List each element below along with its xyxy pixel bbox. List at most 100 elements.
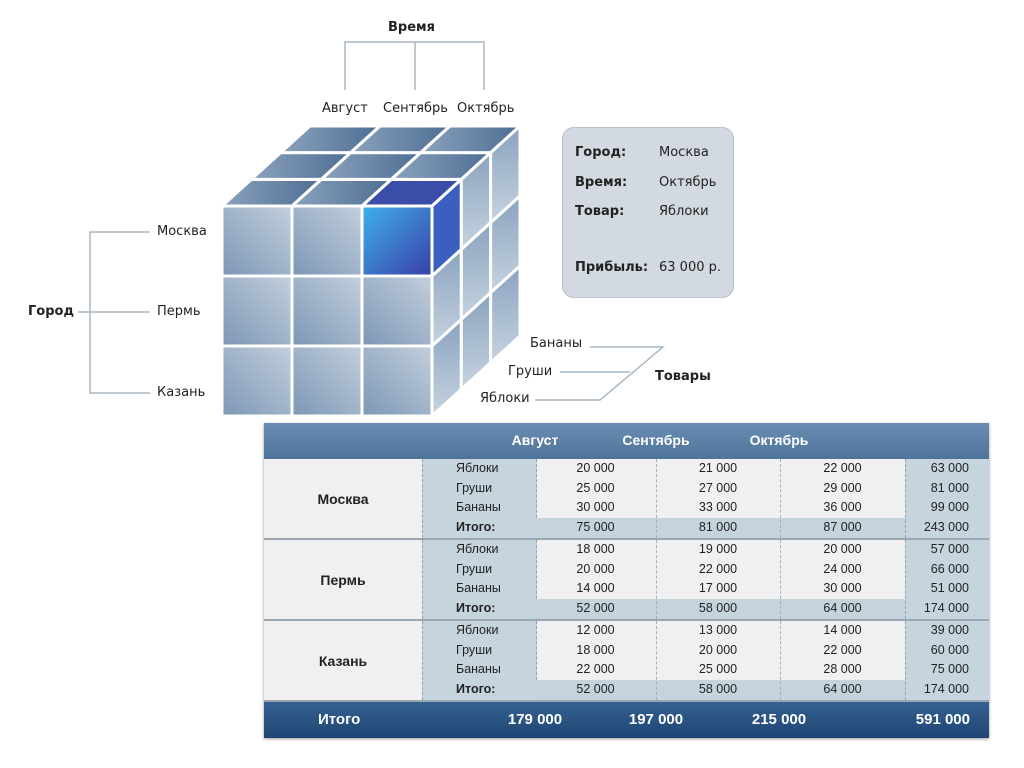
product-label: Груши (456, 480, 493, 495)
value-cell: 22 000 (823, 642, 862, 657)
city-bracket (78, 231, 150, 394)
city-item: Москва (157, 224, 207, 239)
time-bracket (344, 41, 485, 90)
value-cell: 64 000 (823, 681, 862, 696)
info-key: Товар: (575, 204, 625, 219)
subtotal-bg (535, 680, 905, 700)
total-column-bg (905, 621, 990, 700)
divider (780, 459, 781, 538)
value-cell: 99 000 (930, 500, 969, 514)
info-value: Москва (659, 145, 709, 160)
value-cell: 30 000 (576, 500, 615, 514)
product-label: Бананы (456, 662, 501, 676)
column-header: Октябрь (749, 432, 809, 448)
value-cell: 60 000 (930, 642, 969, 657)
value-cell: 21 000 (698, 461, 738, 475)
value-cell: 39 000 (930, 623, 969, 637)
value-cell: 174 000 (923, 600, 969, 615)
value-cell: 52 000 (576, 681, 615, 696)
value-cell: 22 000 (823, 461, 862, 475)
total-column-bg (905, 459, 990, 538)
footer-value: 179 000 (507, 711, 563, 728)
value-cell: 20 000 (823, 542, 862, 556)
highlighted-cube-cell (360, 204, 434, 278)
table-footer: Итого 179 000 197 000 215 000 591 000 (264, 702, 989, 738)
value-cell: 81 000 (930, 480, 969, 495)
time-item: Сентябрь (383, 101, 448, 116)
city-group: Пермь Яблоки 18 000 19 000 20 000 57 000 Груши… (264, 540, 990, 621)
product-label: Итого: (456, 681, 496, 696)
value-cell: 87 000 (823, 519, 862, 534)
city-group: Казань Яблоки 12 000 13 000 14 000 39 000 Груш… (264, 621, 990, 702)
time-item: Август (322, 101, 368, 116)
cube-cell-side (489, 264, 522, 365)
divider (780, 540, 781, 619)
info-value: Яблоки (659, 204, 709, 219)
cube-cell-front (290, 204, 364, 278)
column-header: Август (511, 432, 559, 448)
product-label: Груши (456, 561, 493, 576)
value-cell: 18 000 (576, 642, 615, 657)
value-cell: 81 000 (698, 519, 738, 534)
product-label: Груши (456, 642, 493, 657)
product-column-bg (422, 621, 537, 700)
value-cell: 30 000 (823, 581, 862, 595)
cube-cell-front (360, 274, 434, 348)
info-key: Город: (575, 145, 627, 160)
olap-cube (220, 124, 522, 418)
value-cell: 29 000 (823, 480, 862, 495)
value-cell: 24 000 (823, 561, 862, 576)
cube-cell-front (290, 274, 364, 348)
product-label: Бананы (456, 581, 501, 595)
product-label: Яблоки (456, 461, 499, 475)
product-bracket (535, 346, 666, 401)
value-cell: 58 000 (698, 600, 738, 615)
value-cell: 12 000 (576, 623, 615, 637)
cube-cell-front (220, 344, 294, 418)
value-cell: 13 000 (698, 623, 738, 637)
footer-value: 591 000 (915, 711, 970, 728)
cube-cell-front (220, 274, 294, 348)
profit-key: Прибыль: (575, 260, 649, 275)
profit-value: 63 000 р. (659, 260, 722, 275)
product-label: Итого: (456, 519, 496, 534)
selected-cell-info: Город: Москва Время: Октябрь Товар: Яблоки … (562, 127, 734, 298)
value-cell: 14 000 (576, 581, 615, 595)
product-column-bg (422, 459, 537, 538)
cube-cell-front (290, 344, 364, 418)
product-label: Итого: (456, 600, 496, 615)
value-cell: 66 000 (930, 561, 969, 576)
pivot-table: Август Сентябрь Октябрь Москва Яблоки 20 0… (264, 423, 990, 738)
divider (656, 540, 657, 619)
product-label: Бананы (456, 500, 501, 514)
value-cell: 75 000 (930, 662, 969, 676)
value-cell: 58 000 (698, 681, 738, 696)
product-column-bg (422, 540, 537, 619)
footer-value: 215 000 (751, 711, 807, 728)
value-cell: 28 000 (823, 662, 862, 676)
info-value: Октябрь (659, 175, 717, 190)
divider (656, 459, 657, 538)
value-cell: 22 000 (698, 561, 738, 576)
value-cell: 52 000 (576, 600, 615, 615)
city-label: Москва (317, 491, 369, 507)
value-cell: 17 000 (698, 581, 738, 595)
city-item: Казань (157, 385, 206, 400)
product-item: Бананы (530, 336, 583, 351)
product-label: Яблоки (456, 623, 499, 637)
time-item: Октябрь (457, 101, 515, 116)
column-header: Сентябрь (622, 432, 690, 448)
value-cell: 36 000 (823, 500, 862, 514)
value-cell: 64 000 (823, 600, 862, 615)
total-column-bg (905, 540, 990, 619)
city-label: Пермь (320, 572, 366, 588)
value-cell: 22 000 (576, 662, 615, 676)
info-key: Время: (575, 175, 628, 190)
value-cell: 14 000 (823, 623, 862, 637)
value-cell: 174 000 (923, 681, 969, 696)
city-label: Казань (318, 653, 368, 669)
city-group: Москва Яблоки 20 000 21 000 22 000 63 000 Груш… (264, 459, 990, 540)
divider (780, 621, 781, 700)
product-item: Яблоки (480, 391, 530, 406)
